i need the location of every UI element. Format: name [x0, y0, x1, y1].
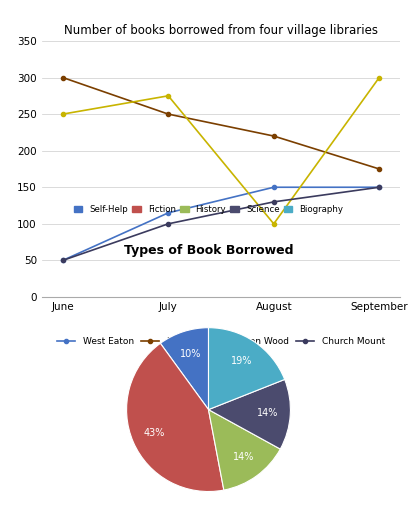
Title: Types of Book Borrowed: Types of Book Borrowed: [124, 244, 293, 258]
Church Mount: [60, 258, 65, 264]
Text: 14%: 14%: [233, 452, 254, 462]
Sutton Wood: [377, 74, 382, 80]
Ryeslip: [271, 133, 276, 139]
Wedge shape: [161, 328, 208, 410]
West Eaton: [377, 184, 382, 190]
Line: West Eaton: West Eaton: [61, 185, 381, 263]
Ryeslip: [377, 166, 382, 172]
Wedge shape: [208, 379, 290, 449]
Line: Sutton Wood: Sutton Wood: [61, 75, 381, 226]
West Eaton: [166, 210, 171, 216]
Line: Church Mount: Church Mount: [61, 185, 381, 263]
West Eaton: [271, 184, 276, 190]
Sutton Wood: [271, 221, 276, 227]
Sutton Wood: [166, 93, 171, 99]
Text: 10%: 10%: [180, 349, 201, 358]
Ryeslip: [166, 111, 171, 117]
Sutton Wood: [60, 111, 65, 117]
Wedge shape: [127, 344, 224, 492]
Text: 43%: 43%: [144, 428, 165, 438]
Line: Ryeslip: Ryeslip: [61, 75, 381, 171]
Wedge shape: [208, 410, 280, 490]
West Eaton: [60, 258, 65, 264]
Church Mount: [271, 199, 276, 205]
Text: 19%: 19%: [231, 356, 252, 366]
Church Mount: [377, 184, 382, 190]
Title: Number of books borrowed from four village libraries: Number of books borrowed from four villa…: [64, 24, 378, 37]
Wedge shape: [208, 328, 285, 410]
Church Mount: [166, 221, 171, 227]
Legend: Self-Help, Fiction, History, Science, Biography: Self-Help, Fiction, History, Science, Bi…: [74, 205, 343, 214]
Text: 14%: 14%: [257, 408, 278, 418]
Legend: West Eaton, Ryeslip, Sutton Wood, Church Mount: West Eaton, Ryeslip, Sutton Wood, Church…: [57, 337, 385, 346]
Ryeslip: [60, 74, 65, 80]
